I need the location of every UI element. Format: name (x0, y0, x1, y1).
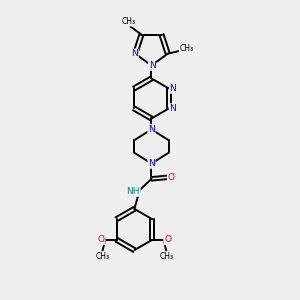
Text: N: N (169, 104, 176, 113)
Text: NH: NH (127, 187, 140, 196)
Text: CH₃: CH₃ (159, 252, 173, 261)
Text: CH₃: CH₃ (95, 252, 110, 261)
Text: O: O (168, 173, 175, 182)
Text: CH₃: CH₃ (179, 44, 194, 53)
Text: N: N (148, 159, 155, 168)
Text: N: N (131, 49, 138, 58)
Text: N: N (169, 84, 176, 93)
Text: N: N (148, 125, 155, 134)
Text: CH₃: CH₃ (122, 17, 136, 26)
Text: O: O (98, 235, 105, 244)
Text: N: N (149, 61, 155, 70)
Text: O: O (164, 235, 171, 244)
